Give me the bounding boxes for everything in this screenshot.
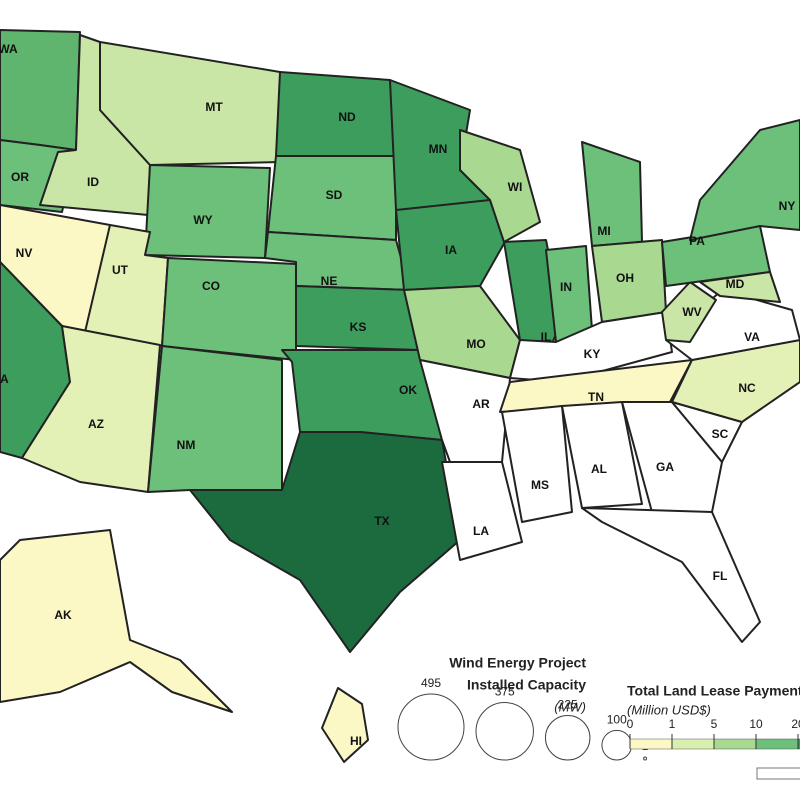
state-label: VA [744,330,760,344]
state-label: TN [588,390,604,404]
capacity-circle [643,756,648,761]
state [21,325,161,493]
capacity-circle [601,729,633,761]
legend-unit: (Million USD$) [627,702,711,717]
state-label: MT [205,100,223,114]
state [661,281,717,343]
state-label: OR [11,170,29,184]
state-label: NC [738,381,756,395]
legend-title: Wind Energy Project [449,655,586,671]
state-label: NM [177,438,196,452]
state-label: NY [779,199,796,213]
labels-layer: WA OR ID MT WY NV CA UT AZ CO NM ND SD NE KS OK TX MN IA MO… [0,42,795,748]
state-label: AZ [88,417,104,431]
state-label: MO [466,337,485,351]
state-label: IL [541,330,552,344]
state [144,164,271,259]
state [281,349,443,441]
state-label: SC [712,427,729,441]
payments-legend: Total Land Lease Payments (Million USD$)… [627,683,800,780]
capacity-label: 495 [421,676,441,690]
capacity-label: 100 [607,713,627,727]
state-label: PA [689,234,705,248]
state-label: OK [399,383,417,397]
state [295,285,421,351]
state [689,119,800,241]
state-label: CA [0,372,9,386]
state [621,401,723,513]
state-label: WY [193,213,212,227]
color-swatch [755,738,799,750]
state-label: SD [326,188,343,202]
state [699,271,781,303]
state-label: IA [445,243,457,257]
state-label: WA [0,42,18,56]
color-swatch [629,738,673,750]
state [147,345,283,493]
state-label: UT [112,263,129,277]
state-label: WV [682,305,701,319]
state-label: KS [350,320,367,334]
color-swatch [713,738,757,750]
legend-unit: (MW) [554,699,586,714]
state [161,257,297,361]
state [99,41,281,166]
legend-title: Total Land Lease Payments [627,683,800,699]
state [561,401,643,509]
state [501,405,573,523]
capacity-circle [397,693,465,761]
state-label: CO [202,279,220,293]
states-layer [0,29,800,763]
state [441,461,523,561]
legend-title: Installed Capacity [467,677,586,693]
state-label: AL [591,462,607,476]
state-label: IN [560,280,572,294]
state-label: MD [726,277,745,291]
state-label: KY [584,347,601,361]
state-label: MI [597,224,610,238]
state-label: NV [16,246,33,260]
color-swatch [671,738,715,750]
state [581,507,761,643]
state [395,199,507,291]
tick-label: 20 [791,717,800,731]
state [0,529,233,713]
state-label: AR [472,397,490,411]
capacity-circle [544,715,591,761]
state-label: GA [656,460,674,474]
state-label: OH [616,271,634,285]
state [581,141,643,247]
capacity-label: 225 [558,698,578,712]
state [671,339,800,423]
state-label: TX [374,514,389,528]
tick-label: 0 [627,717,634,731]
state-label: MN [429,142,448,156]
capacity-legend: Wind Energy Project Installed Capacity (… [397,655,649,761]
state-label: HI [350,734,362,748]
state-label: LA [473,524,489,538]
state-label: NE [321,274,338,288]
state-label: MS [531,478,549,492]
state [275,71,397,157]
state-label: ID [87,175,99,189]
state-label: ND [338,110,356,124]
capacity-circle [475,702,534,761]
state [321,687,369,763]
tick-label: 10 [749,717,763,731]
state-label: AK [54,608,72,622]
capacity-label: 375 [495,685,515,699]
no-data-swatch [756,767,800,780]
state-label: WI [508,180,523,194]
state-label: FL [713,569,728,583]
tick-label: 5 [711,717,718,731]
tick-label: 1 [669,717,676,731]
